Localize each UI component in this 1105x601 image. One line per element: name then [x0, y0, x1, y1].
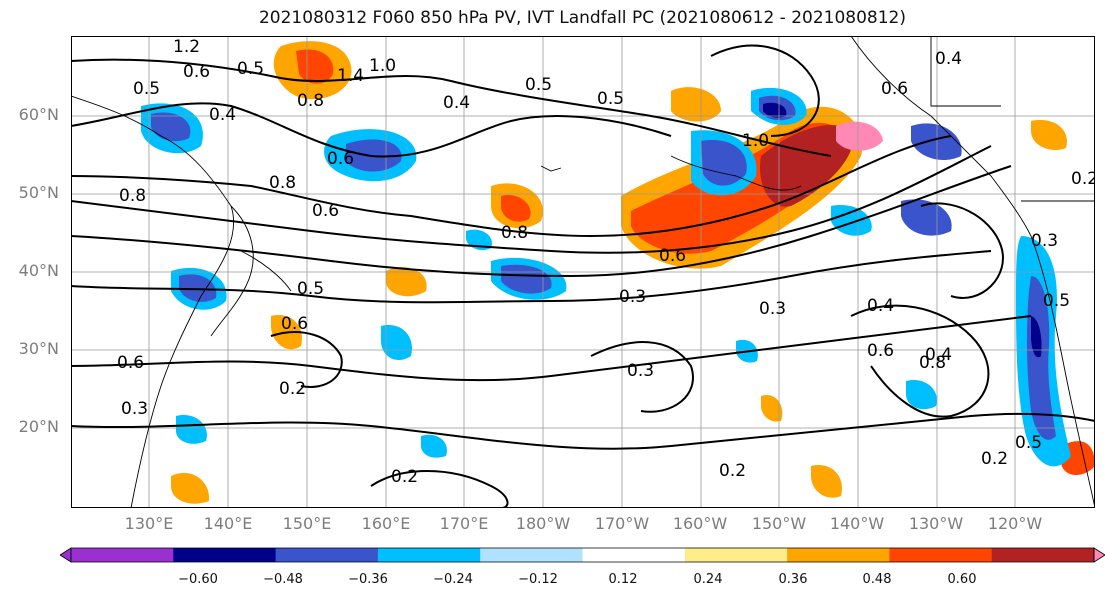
contour-label: 1.0: [742, 131, 769, 151]
colorbar-segment: [377, 548, 481, 562]
lon-label: 120°W: [987, 514, 1043, 533]
contour-label: 0.8: [119, 186, 146, 206]
contour-label: 0.4: [925, 345, 952, 365]
lon-label: 130°W: [908, 514, 964, 533]
contour-label: 0.2: [1071, 169, 1095, 189]
contour-label: 0.8: [919, 353, 946, 373]
colorbar-segment: [582, 548, 686, 562]
colorbar-tick-label: −0.36: [348, 572, 388, 587]
contour-label: 0.5: [237, 59, 264, 79]
colorbar-segment: [275, 548, 379, 562]
contour-label: 0.3: [619, 287, 646, 307]
lon-label: 170°E: [439, 514, 489, 533]
contour-label: 0.3: [1031, 231, 1058, 251]
lat-label: 40°N: [18, 261, 59, 280]
pv-shading: [141, 41, 1095, 504]
contour-label: 0.5: [133, 79, 160, 99]
colorbar-segments: [60, 547, 1105, 563]
lat-label: 30°N: [18, 339, 59, 358]
contour-label: 0.6: [183, 62, 210, 82]
lon-label: 170°W: [594, 514, 650, 533]
contour-label: 0.5: [1015, 433, 1042, 453]
lat-label: 60°N: [18, 105, 59, 124]
contour-label: 0.6: [881, 79, 908, 99]
lon-label: 180°W: [515, 514, 571, 533]
colorbar: [60, 547, 1105, 563]
contour-label: 1.4: [337, 66, 364, 86]
contour-label: 0.3: [121, 399, 148, 419]
contour-label: 0.4: [443, 93, 470, 113]
contour-label: 0.4: [935, 49, 962, 69]
colorbar-extend-low: [60, 547, 72, 563]
colorbar-tick-label: 0.24: [693, 572, 723, 587]
colorbar-segment: [71, 548, 174, 562]
colorbar-tick-label: −0.12: [518, 572, 558, 587]
contour-label: 1.0: [369, 56, 396, 76]
contour-label: 0.6: [117, 353, 144, 373]
contour-label: 0.5: [297, 279, 324, 299]
colorbar-segment: [787, 548, 890, 562]
colorbar-segment: [684, 548, 788, 562]
contour-label: 0.8: [269, 173, 296, 193]
lon-label: 160°W: [672, 514, 728, 533]
contour-label: 0.4: [209, 105, 236, 125]
colorbar-extend-high: [1093, 547, 1105, 563]
lon-label: 140°E: [203, 514, 253, 533]
colorbar-tick-label: −0.60: [178, 572, 218, 587]
colorbar-segment: [173, 548, 277, 562]
contour-label: 0.3: [759, 299, 786, 319]
lon-label: 150°W: [751, 514, 807, 533]
colorbar-tick-label: 0.12: [608, 572, 638, 587]
contour-label: 0.5: [597, 89, 624, 109]
colorbar-tick-label: −0.48: [263, 572, 303, 587]
colorbar-tick-label: −0.24: [433, 572, 473, 587]
contour-label: 0.5: [1043, 291, 1070, 311]
colorbar-tick-label: 0.60: [947, 572, 977, 587]
lon-label: 140°W: [829, 514, 885, 533]
map-svg: 1.2 0.6 0.5 1.4 1.0 0.4 0.8 0.5 0.6 0.5 …: [71, 36, 1095, 508]
contour-label: 0.8: [297, 91, 324, 111]
contour-label: 0.2: [279, 379, 306, 399]
colorbar-segment: [889, 548, 993, 562]
lon-label: 160°E: [361, 514, 411, 533]
coastlines: [71, 36, 1095, 508]
contour-label: 0.6: [327, 149, 354, 169]
lon-label: 130°E: [124, 514, 174, 533]
contour-label: 0.5: [525, 75, 552, 95]
colorbar-tick-label: 0.36: [778, 572, 808, 587]
plot-title: 2021080312 F060 850 hPa PV, IVT Landfall…: [258, 8, 906, 28]
contour-label: 1.2: [173, 37, 200, 57]
gridlines: [71, 36, 1095, 508]
contour-label: 0.6: [312, 201, 339, 221]
contour-labels: 1.2 0.6 0.5 1.4 1.0 0.4 0.8 0.5 0.6 0.5 …: [117, 37, 1095, 487]
contour-label: 0.2: [391, 467, 418, 487]
colorbar-segment: [480, 548, 583, 562]
contour-label: 0.6: [867, 341, 894, 361]
contour-label: 0.2: [719, 461, 746, 481]
lon-label: 150°E: [282, 514, 332, 533]
colorbar-segment: [991, 548, 1095, 562]
lat-label: 50°N: [18, 183, 59, 202]
contour-label: 0.2: [981, 449, 1008, 469]
lat-label: 20°N: [18, 417, 59, 436]
pv-contours: [71, 44, 1095, 508]
map-panel: 1.2 0.6 0.5 1.4 1.0 0.4 0.8 0.5 0.6 0.5 …: [71, 36, 1095, 508]
map-frame: [71, 36, 1095, 508]
contour-label: 0.3: [627, 361, 654, 381]
contour-label: 0.6: [659, 246, 686, 266]
contour-label: 0.4: [867, 296, 894, 316]
colorbar-tick-label: 0.48: [862, 572, 892, 587]
contour-label: 0.6: [281, 314, 308, 334]
contour-label: 0.8: [501, 223, 528, 243]
